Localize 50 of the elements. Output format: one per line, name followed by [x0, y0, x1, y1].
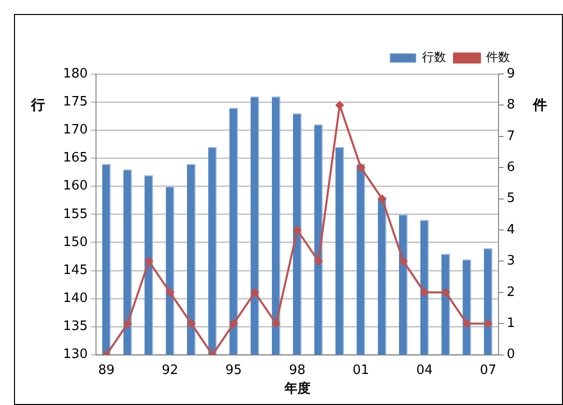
point: [378, 194, 386, 203]
y2-tick-label: 1: [506, 316, 516, 331]
x-axis-title: 年度: [283, 380, 310, 397]
point: [462, 320, 471, 328]
x-tick-label: 95: [225, 362, 242, 378]
point: [124, 320, 132, 328]
point: [442, 288, 450, 296]
point: [356, 164, 365, 172]
x-tick-label: 04: [416, 362, 433, 378]
point: [250, 288, 259, 296]
point: [420, 288, 429, 296]
x-tick-label: 98: [289, 362, 306, 378]
point: [166, 288, 174, 296]
y-tick-label: 170: [62, 122, 88, 138]
point: [484, 320, 492, 328]
x-tick-label: 89: [98, 362, 115, 378]
y-tick-label: 160: [62, 178, 88, 194]
point: [336, 101, 344, 110]
y-tick-label: 150: [62, 234, 88, 250]
x-tick-label: 07: [480, 362, 496, 378]
y2-tick-label: 8: [506, 98, 516, 113]
y-tick-label: 180: [62, 66, 88, 82]
y-tick-label: 140: [62, 291, 88, 306]
y-axis-title: 行: [30, 98, 45, 114]
x-tick-label: 01: [352, 362, 370, 378]
point: [314, 257, 322, 266]
y-tick-label: 145: [62, 262, 88, 278]
y2-tick-label: 2: [506, 284, 516, 300]
y-tick-label: 175: [62, 94, 88, 110]
point: [230, 320, 238, 328]
y2-tick-label: 6: [506, 160, 516, 175]
y-tick-label: 130: [62, 347, 88, 362]
legend-label: 件数: [486, 50, 510, 64]
point: [272, 320, 280, 328]
legend-label: 行数: [422, 50, 446, 64]
y-tick-label: 155: [62, 206, 88, 222]
point: [293, 226, 302, 234]
y2-tick-label: 5: [506, 191, 516, 206]
point: [144, 257, 153, 266]
y-tick-label: 165: [62, 150, 88, 166]
y2-tick-label: 7: [506, 128, 516, 144]
y-tick-label: 135: [62, 319, 88, 334]
y2-axis-title: 件: [532, 98, 547, 114]
point: [187, 320, 196, 328]
point: [399, 257, 408, 266]
y2-tick-label: 3: [506, 254, 516, 269]
x-tick-label: 92: [162, 362, 178, 378]
y2-tick-label: 0: [506, 347, 516, 362]
y2-tick-label: 9: [506, 66, 516, 82]
y2-tick-label: 4: [506, 222, 516, 238]
